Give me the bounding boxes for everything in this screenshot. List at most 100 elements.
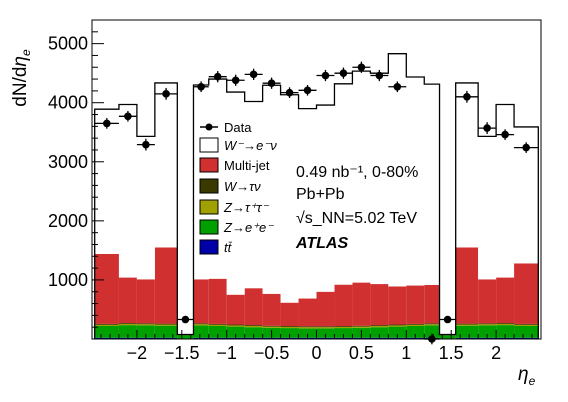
bar-w--8 [244,325,263,327]
bar-multi-jet-3 [154,247,178,324]
bar-multi-jet-17 [406,285,425,324]
bar-multi-jet-20 [455,247,479,324]
bar-multi-jet-13 [334,284,353,327]
x-tick-label-8: 2 [491,343,501,363]
bar-multi-jet-10 [280,302,299,327]
bar-z-e-e--6 [208,326,227,338]
bar-z-e-e--18 [424,325,440,338]
bar-w--20 [455,323,479,325]
bar-z--8 [244,326,263,328]
legend-item-z-ee: Z→e⁺e⁻ [199,219,274,235]
data-point-5 [197,82,205,91]
data-point-10 [285,88,294,97]
bar-multi-jet-8 [244,288,263,326]
bar-w--7 [226,324,245,326]
bar-multi-jet-23 [514,263,539,324]
bar-w-e--7 [226,92,245,295]
bar-z--7 [226,325,245,327]
bar-multi-jet-22 [496,277,515,324]
total-prediction-outline [94,53,539,339]
energy-label: √s_NN=5.02 TeV [296,210,417,227]
bar-multi-jet-15 [370,284,389,326]
y-tick-label-3: 4000 [48,93,88,113]
bar-z-e-e--17 [406,326,425,338]
legend: Data W⁻→e⁻ν Multi-jet W→τν Z→τ⁺τ⁻ Z→e⁺e⁻… [199,120,277,255]
x-tick-label-0: −2 [127,343,148,363]
bar-w-e--12 [316,105,335,292]
bar-tt--3 [154,337,178,339]
bar-w--2 [136,323,155,325]
bar-z--18 [424,324,440,326]
legend-label-multijet: Multi-jet [224,158,270,173]
bar-w--21 [478,323,497,325]
bar-w-e--14 [352,71,371,283]
bar-z-e-e--8 [244,327,263,338]
data-point-7 [231,76,240,85]
bar-z-e-e--7 [226,326,245,338]
data-point-6 [213,72,222,81]
bar-z--10 [280,326,299,329]
total-outline-step [94,53,539,339]
legend-label-w-signal: W⁻→e⁻ν [224,138,277,153]
bar-multi-jet-9 [262,293,281,326]
data-point-20 [463,92,471,101]
legend-item-multijet: Multi-jet [199,157,270,173]
bar-z-e-e--21 [478,325,497,338]
bar-w--9 [262,325,281,327]
bar-multi-jet-11 [298,298,317,327]
bar-z--13 [334,326,353,329]
legend-item-ttbar: tt̄ [199,239,233,255]
legend-item-w-tau: W→τν [199,178,261,194]
legend-label-w-tau: W→τν [224,179,261,194]
data-point-14 [357,63,366,72]
x-axis-title: ηe [518,364,536,388]
bar-tt--23 [514,337,539,339]
bar-w--0 [94,323,119,325]
bar-z--0 [94,324,119,327]
bar-w-e--2 [136,136,155,280]
bar-multi-jet-1 [118,277,137,324]
bar-z--3 [154,324,178,326]
bar-z-e-e--5 [193,325,209,338]
data-point-21 [483,124,491,132]
bar-w--10 [280,326,299,327]
data-points [94,61,539,345]
legend-label-z-ee: Z→e⁺e⁻ [223,220,274,235]
bar-z-e-e--13 [334,328,353,338]
y-tick-label-2: 3000 [48,152,88,172]
x-tick-label-7: 1.5 [439,343,464,363]
x-tick-label-1: −1.5 [164,343,200,363]
luminosity-label: 0.49 nb⁻¹, 0-80% [296,164,418,181]
bar-z-e-e--12 [316,328,335,338]
bar-w-e--10 [280,94,299,303]
bar-w--5 [193,323,209,325]
bar-z--20 [455,324,479,326]
bar-z--23 [514,324,539,327]
bar-w--12 [316,326,335,328]
bar-z--11 [298,327,317,329]
bar-w--13 [334,326,353,327]
bar-w-e--16 [388,53,407,287]
y-axis-title: dN/dηe [10,49,33,107]
bar-w--16 [388,324,407,326]
data-point-1 [124,112,132,121]
bar-multi-jet-21 [478,279,497,324]
bar-w--11 [298,326,317,328]
data-point-0 [103,119,111,128]
legend-label-data: Data [224,120,252,135]
bar-w--15 [370,325,389,327]
bar-z--17 [406,324,425,327]
x-tick-label-6: 1 [401,343,411,363]
bar-w--17 [406,323,425,325]
x-tick-label-2: −1 [216,343,237,363]
legend-item-data: Data [200,120,252,135]
bar-z-e-e--15 [370,327,389,338]
bar-z-e-e--20 [455,325,479,338]
bar-w--22 [496,323,515,324]
bar-z-e-e--11 [298,328,317,338]
data-point-4 [181,315,190,324]
bar-z-e-e--10 [280,328,299,338]
bar-z--21 [478,324,497,326]
bar-multi-jet-2 [136,279,155,324]
bar-z-e-e--1 [118,325,137,338]
